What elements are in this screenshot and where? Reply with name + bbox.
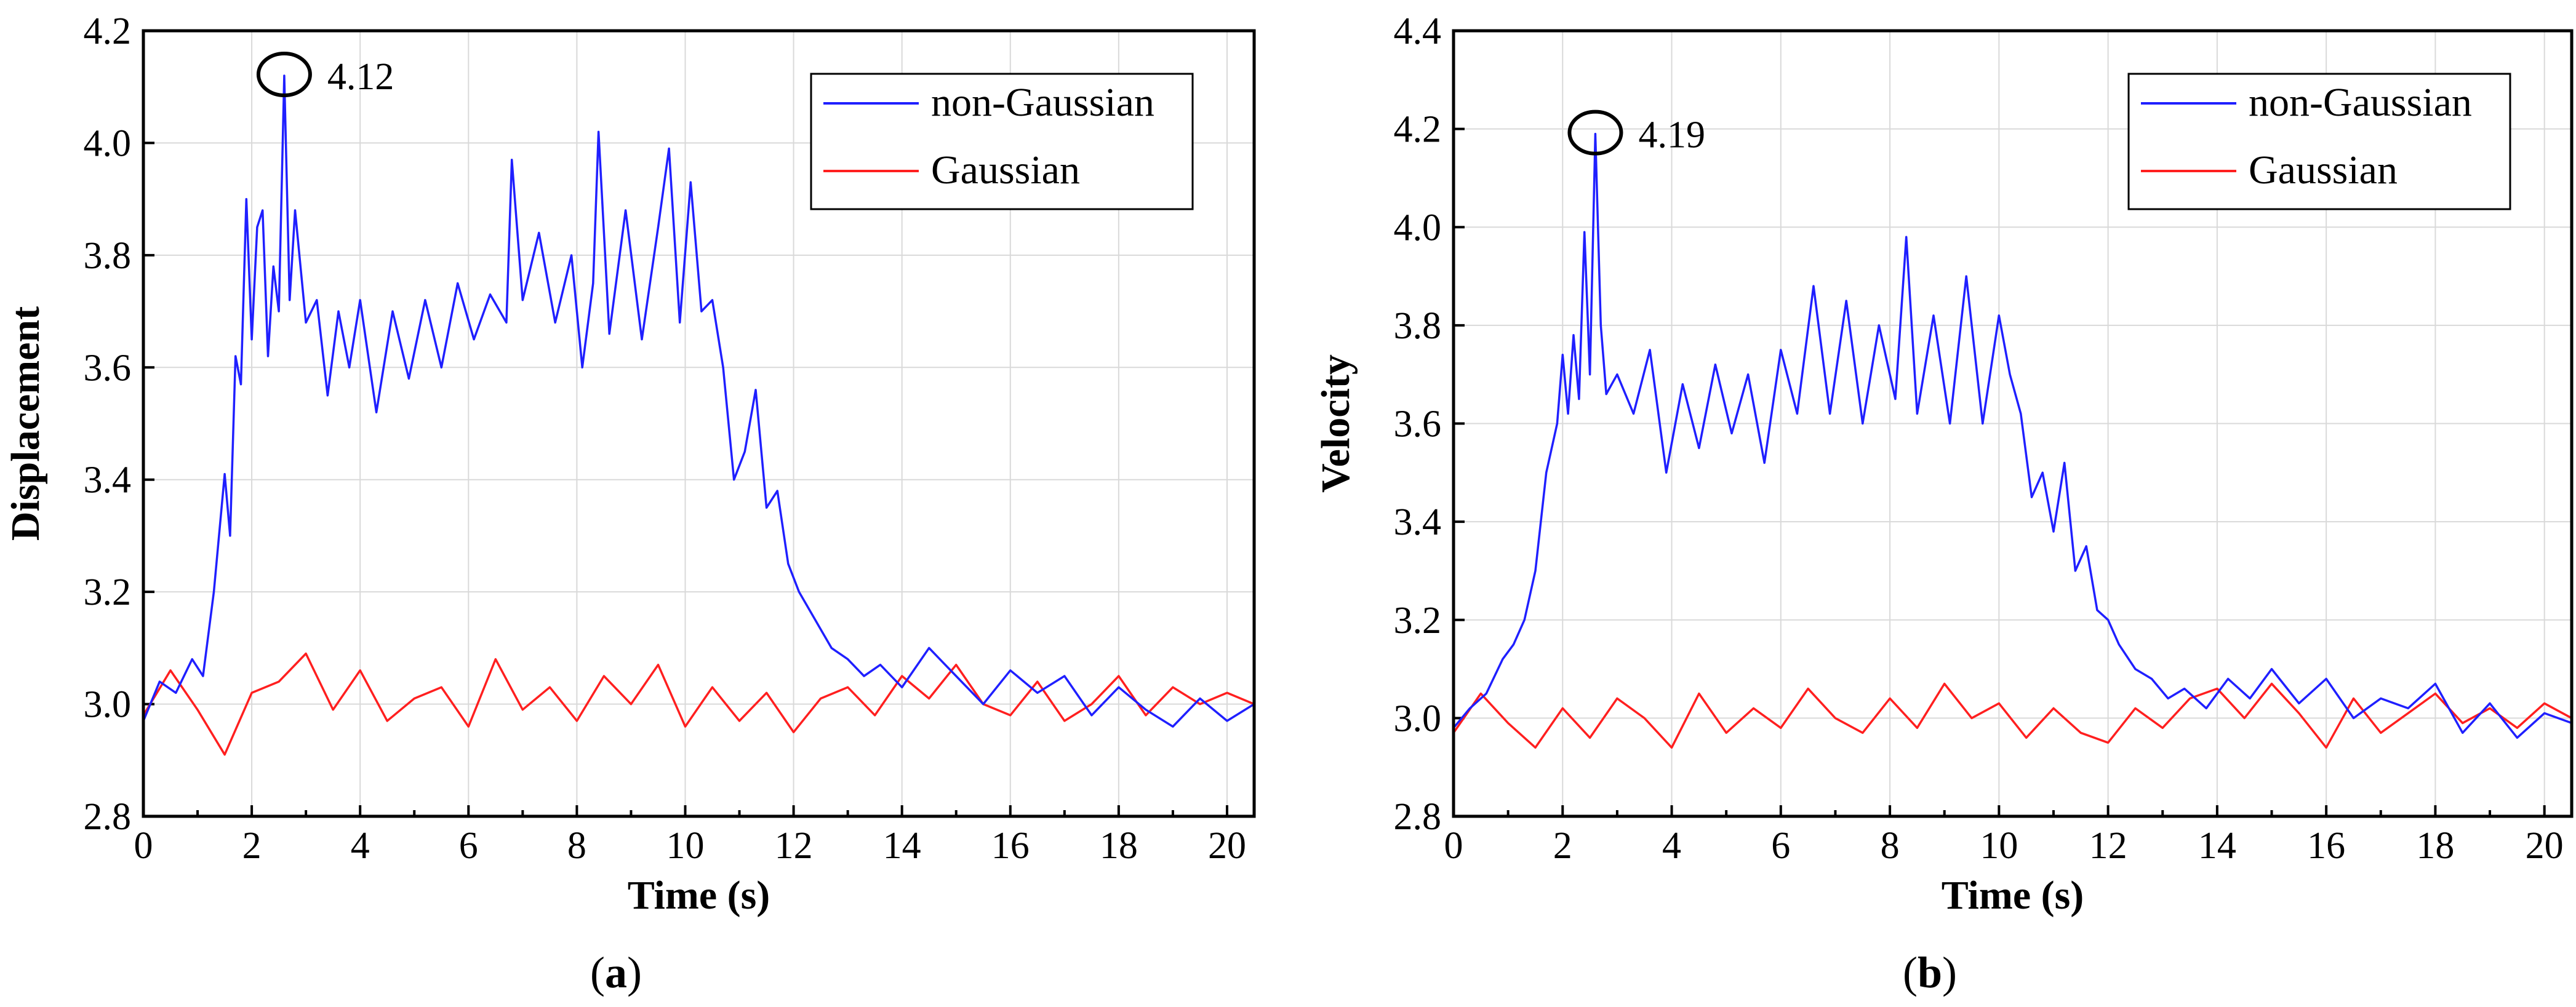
y-tick-label: 4.0 [84,122,132,164]
x-tick-label: 14 [883,825,921,867]
panel-label: (b) [1903,948,1957,997]
x-tick-label: 6 [459,825,478,867]
y-tick-label: 4.2 [84,10,132,52]
x-tick-label: 12 [2089,825,2127,867]
y-tick-label: 2.8 [1394,796,1442,838]
plot-frame [1452,29,2574,818]
y-tick-label: 3.4 [84,460,132,501]
panel-label: (a) [590,948,642,997]
x-tick-label: 6 [1771,825,1790,867]
x-tick-label: 20 [2526,825,2564,867]
x-tick-label: 16 [991,825,1030,867]
x-tick-label: 8 [1881,825,1900,867]
y-tick-label: 3.6 [1394,404,1442,445]
legend-label-non-gaussian: non-Gaussian [2249,80,2472,125]
panel-label-open-paren: ( [590,948,605,997]
x-axis-label: Time (s) [1942,873,2084,918]
y-tick-label: 3.0 [84,684,132,726]
y-tick-label: 4.0 [1394,207,1442,249]
x-tick-label: 14 [2198,825,2236,867]
x-tick-label: 0 [134,825,153,867]
y-tick-label: 3.6 [84,347,132,389]
plot-frame [142,29,1256,818]
y-axis-label: Velocity [1313,354,1358,493]
panel-label-letter: b [1918,948,1942,997]
peak-marker-circle [256,51,312,97]
x-tick-label: 0 [1444,825,1463,867]
peak-annotation-label: 4.12 [327,56,394,98]
peak-marker-circle [1567,109,1623,156]
y-tick-label: 2.8 [84,796,132,838]
y-tick-label: 3.2 [1394,600,1442,642]
series-line-non-gaussian [1454,132,2572,739]
panel-label-open-paren: ( [1903,948,1918,997]
x-tick-label: 2 [1553,825,1572,867]
chart-panel-b: 0 2 4 6 8 10 12 14 16 18 20 2.8 3.0 3.2 3.4 3.6 3.8 4.0 4.… [1313,10,2574,997]
series-line-gaussian [1454,682,2572,749]
x-tick-label: 2 [242,825,262,867]
x-tick-label: 16 [2307,825,2345,867]
x-tick-label: 18 [1100,825,1138,867]
x-tick-label: 10 [1980,825,2018,867]
legend-label-non-gaussian: non-Gaussian [931,80,1154,125]
legend-box [810,73,1194,210]
y-tick-label: 4.4 [1394,10,1442,52]
panel-label-letter: a [605,948,627,997]
series-line-gaussian [143,652,1254,756]
panel-label-close-paren: ) [1942,948,1957,997]
y-tick-label: 3.2 [84,571,132,613]
y-tick-label: 3.4 [1394,501,1442,543]
y-tick-label: 4.2 [1394,109,1442,151]
x-tick-label: 10 [666,825,704,867]
x-tick-label: 8 [567,825,586,867]
x-tick-label: 18 [2416,825,2454,867]
legend-box [2127,73,2511,210]
x-tick-label: 4 [1662,825,1681,867]
y-tick-label: 3.8 [1394,305,1442,347]
series-line-non-gaussian [143,74,1254,728]
x-axis-label: Time (s) [628,873,770,918]
x-tick-label: 20 [1208,825,1246,867]
panel-label-close-paren: ) [627,948,642,997]
y-tick-label: 3.0 [1394,698,1442,739]
chart-panel-a: 0 2 4 6 8 10 12 14 16 18 20 2.8 3.0 3.2 3.4 3.6 3.8 4.0 4.… [3,10,1256,997]
legend-label-gaussian: Gaussian [931,148,1080,193]
x-tick-label: 12 [775,825,813,867]
legend-label-gaussian: Gaussian [2249,148,2398,193]
peak-annotation-label: 4.19 [1638,114,1705,156]
x-tick-label: 4 [351,825,370,867]
y-tick-label: 3.8 [84,235,132,277]
y-axis-label: Displacement [3,306,48,541]
